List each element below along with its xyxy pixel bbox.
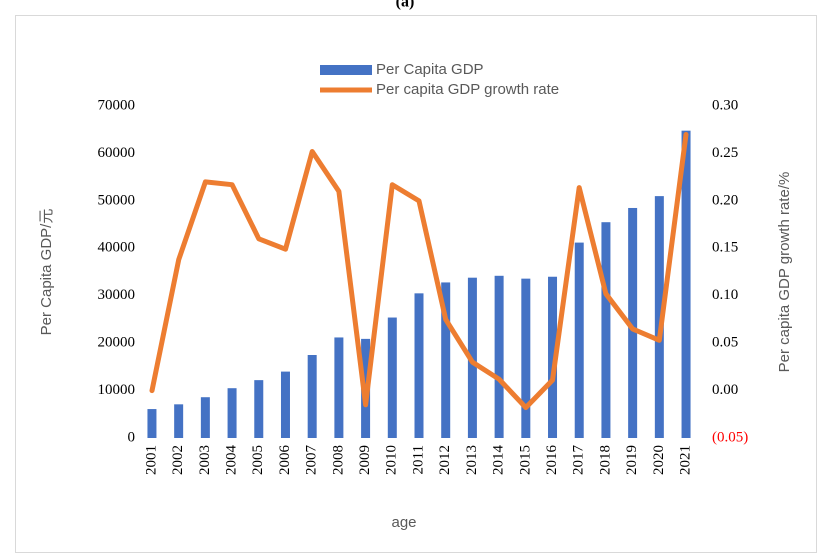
bar [280,371,290,438]
x-axis-title: age [391,514,416,531]
x-tick-label: 2017 [571,445,587,476]
x-tick-label: 2008 [330,445,346,475]
x-tick-label: 2009 [357,445,373,475]
x-tick-label: 2018 [597,445,613,475]
x-tick-label: 2001 [143,445,159,475]
bar [414,293,424,438]
x-tick-label: 2007 [304,445,320,476]
bar [681,130,691,439]
y2-tick-label: 0.20 [712,192,738,208]
x-tick-label: 2019 [624,445,640,475]
x-tick-label: 2021 [677,445,693,475]
y-tick-label: 40000 [98,240,136,256]
bar [200,397,210,438]
y2-tick-label: 0.05 [712,335,738,351]
x-tick-label: 2004 [224,445,240,476]
bar [521,278,531,438]
x-tick-label: 2020 [651,445,667,475]
x-tick-label: 2003 [197,445,213,475]
bar [548,276,558,438]
bar [441,282,451,438]
y-tick-label: 10000 [98,382,136,398]
y2-tick-label: 0.00 [712,382,738,398]
bar [601,222,611,438]
y-tick-label: 50000 [98,192,136,208]
legend-label: Per Capita GDP [376,61,484,78]
legend-label: Per capita GDP growth rate [376,81,559,98]
bar [174,404,184,438]
x-tick-label: 2014 [491,444,507,475]
y-tick-label: 30000 [98,287,136,303]
legend-swatch [320,65,372,75]
x-tick-label: 2013 [464,445,480,475]
bar [387,317,397,438]
y-tick-label: 20000 [98,335,136,351]
x-tick-label: 2010 [384,445,400,475]
bar [307,355,317,438]
y-axis-title: Per Capita GDP/元 [38,209,55,336]
bar [254,380,264,438]
y-tick-label: 0 [128,429,136,445]
y-tick-label: 60000 [98,145,136,161]
chart-title: (a) [396,0,415,11]
y2-tick-label: 0.30 [712,97,738,113]
y2-tick-label: 0.25 [712,145,738,161]
bar [654,196,664,438]
bar [628,207,638,438]
x-tick-label: 2011 [410,445,426,474]
x-tick-label: 2005 [250,445,266,475]
bar [574,242,584,438]
x-tick-label: 2012 [437,445,453,475]
x-tick-label: 2016 [544,445,560,476]
y2-axis-title: Per capita GDP growth rate/% [776,172,793,373]
x-tick-label: 2002 [170,445,186,475]
bar [334,337,344,438]
x-tick-label: 2006 [277,445,293,476]
x-tick-label: 2015 [517,445,533,475]
line [149,132,689,411]
bar [227,388,237,438]
y-tick-label: 70000 [98,97,136,113]
bar [494,275,504,438]
y2-tick-label: (0.05) [712,429,748,445]
y2-tick-label: 0.15 [712,240,738,256]
bar [147,409,157,438]
y2-tick-label: 0.10 [712,287,738,303]
